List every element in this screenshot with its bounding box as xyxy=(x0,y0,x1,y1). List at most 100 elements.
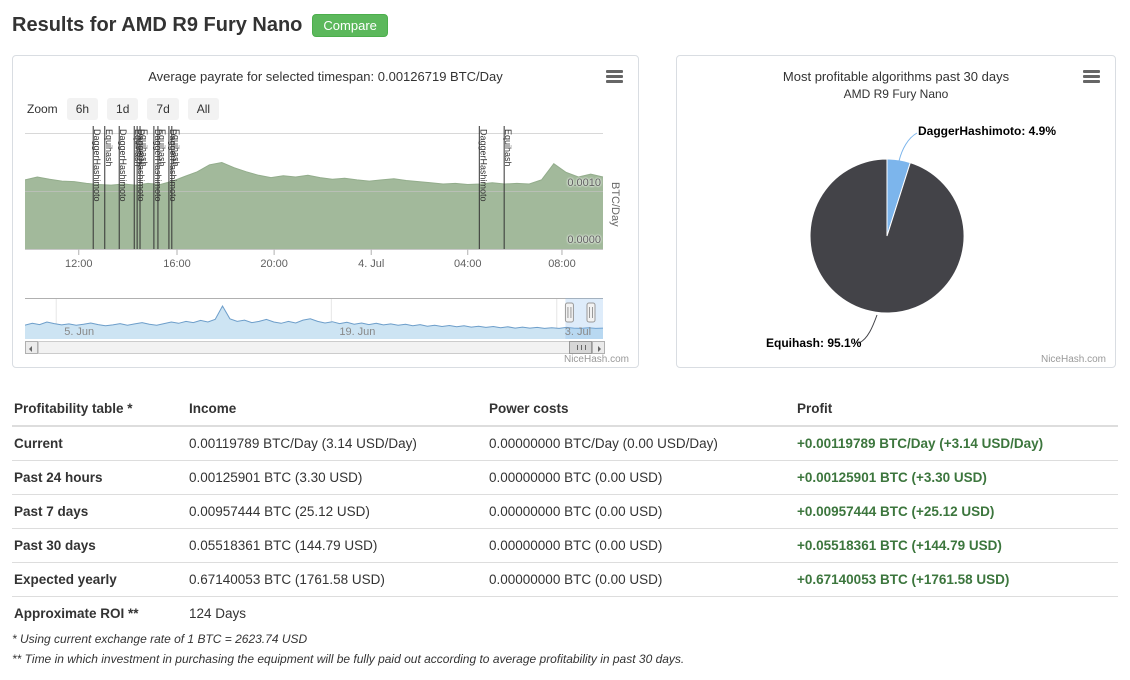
navigator-series-line xyxy=(25,304,604,329)
row-label: Current xyxy=(12,426,187,461)
plotline-label: DaggerHashimoto xyxy=(168,129,178,202)
navigator-handle-left[interactable] xyxy=(564,302,574,323)
pie-chart-title: Most profitable algorithms past 30 days xyxy=(782,69,1010,84)
power-costs-cell: 0.00000000 BTC (0.00 USD) xyxy=(487,528,795,563)
zoom-button-6h[interactable]: 6h xyxy=(66,98,99,120)
profit-cell: +0.00119789 BTC/Day (+3.14 USD/Day) xyxy=(795,426,1118,461)
navigator-axis-label: 3. Jul xyxy=(564,326,592,338)
row-label: Expected yearly xyxy=(12,562,187,597)
power-costs-cell: 0.00000000 BTC (0.00 USD) xyxy=(487,494,795,529)
y-axis-title: BTC/Day xyxy=(609,181,621,227)
payrate-chart-panel: Average payrate for selected timespan: 0… xyxy=(12,55,639,368)
plotline-label: DaggerHashimoto xyxy=(118,129,128,202)
profit-cell: +0.67140053 BTC (+1761.58 USD) xyxy=(795,562,1118,597)
income-cell: 0.67140053 BTC (1761.58 USD) xyxy=(187,562,487,597)
profit-cell: +0.00125901 BTC (+3.30 USD) xyxy=(795,460,1118,495)
income-cell: 0.00125901 BTC (3.30 USD) xyxy=(187,460,487,495)
zoom-buttons: 6h 1d 7d All xyxy=(66,98,220,120)
power-costs-cell: 0.00000000 BTC (0.00 USD) xyxy=(487,460,795,495)
scrollbar-thumb[interactable] xyxy=(569,341,592,354)
x-axis-label: 04:00 xyxy=(453,258,482,270)
profitability-table: Profitability table * Income Power costs Pr… xyxy=(12,392,1118,630)
algorithms-pie-chart[interactable] xyxy=(677,116,1115,366)
plotline-label: Equihash xyxy=(157,129,167,167)
row-label: Approximate ROI ** xyxy=(14,606,139,621)
x-axis-label: 12:00 xyxy=(64,258,93,270)
chart-menu-icon[interactable] xyxy=(606,70,623,83)
page-title: Results for AMD R9 Fury Nano xyxy=(12,14,303,36)
plotline-label: Equihash xyxy=(139,129,149,167)
zoom-button-7d[interactable]: 7d xyxy=(147,98,179,120)
footnote-roi: ** Time in which investment in purchasin… xyxy=(12,652,685,666)
plotline-label: Equihash xyxy=(104,129,114,167)
scrollbar-left-arrow[interactable] xyxy=(25,341,38,354)
payrate-chart-title: Average payrate for selected timespan: 0… xyxy=(148,69,503,84)
income-cell: 0.05518361 BTC (144.79 USD) xyxy=(187,528,487,563)
plotline-label: DaggerHashimoto xyxy=(478,129,488,202)
x-axis-label: 08:00 xyxy=(548,258,576,270)
chart-credits[interactable]: NiceHash.com xyxy=(563,354,629,365)
payrate-series-line xyxy=(25,161,604,186)
table-row: Approximate ROI ** 124 Days xyxy=(12,597,1118,631)
payrate-area-chart[interactable]: DaggerHashimoto Equihash DaggerHashimoto Eq… xyxy=(25,126,604,256)
profit-cell xyxy=(795,597,1118,631)
income-cell: 0.00119789 BTC/Day (3.14 USD/Day) xyxy=(187,426,487,461)
pie-chart-subtitle: AMD R9 Fury Nano xyxy=(843,87,949,101)
navigator-series-area xyxy=(25,306,603,339)
table-header-row: Profitability table * Income Power costs Pr… xyxy=(12,392,1118,427)
y-axis-tick-0010: 0.0010 xyxy=(567,177,601,189)
zoom-button-1d[interactable]: 1d xyxy=(107,98,139,120)
compare-button[interactable]: Compare xyxy=(312,14,388,37)
pie-datalabel-equihash: Equihash: 95.1% xyxy=(766,336,862,350)
table-header-income: Income xyxy=(187,392,487,427)
zoom-button-all[interactable]: All xyxy=(187,98,220,120)
power-costs-cell xyxy=(487,597,795,631)
plotline-label: Equihash xyxy=(171,129,181,167)
table-row: Past 30 days 0.05518361 BTC (144.79 USD) 0… xyxy=(12,528,1118,563)
income-cell: 124 Days xyxy=(189,606,247,621)
row-label: Past 7 days xyxy=(12,494,187,529)
power-costs-cell: 0.00000000 BTC (0.00 USD) xyxy=(487,562,795,597)
chart-credits[interactable]: NiceHash.com xyxy=(1040,354,1106,365)
chart-menu-icon[interactable] xyxy=(1083,70,1100,83)
pie-slice-equihash[interactable] xyxy=(809,158,965,314)
page-header: Results for AMD R9 Fury Nano Compare xyxy=(12,14,388,37)
pie-connector-daggerhashimoto xyxy=(898,132,918,162)
x-axis-label: 20:00 xyxy=(260,258,288,270)
zoom-label: Zoom xyxy=(27,102,58,116)
table-header-profit: Profit xyxy=(795,392,1118,427)
pie-connector-equihash xyxy=(858,314,878,344)
x-axis-label: 16:00 xyxy=(163,258,191,270)
algorithms-pie-panel: Most profitable algorithms past 30 days … xyxy=(676,55,1116,368)
chart-scrollbar xyxy=(25,341,605,354)
scrollbar-track[interactable] xyxy=(38,341,592,354)
payrate-series-area[interactable] xyxy=(25,162,603,250)
navigator-axis-label: 5. Jun xyxy=(64,326,95,338)
plotline-label: Equihash xyxy=(133,129,143,167)
navigator-chart[interactable] xyxy=(25,298,604,339)
table-header-power-costs: Power costs xyxy=(487,392,795,427)
income-cell: 0.00957444 BTC (25.12 USD) xyxy=(187,494,487,529)
table-row: Past 7 days 0.00957444 BTC (25.12 USD) 0.0… xyxy=(12,494,1118,529)
pie-datalabel-daggerhashimoto: DaggerHashimoto: 4.9% xyxy=(918,124,1057,138)
plotline-label: DaggerHashimoto xyxy=(136,129,146,202)
table-header-profitability-table-: Profitability table * xyxy=(12,392,187,427)
row-label: Past 30 days xyxy=(12,528,187,563)
power-costs-cell: 0.00000000 BTC/Day (0.00 USD/Day) xyxy=(487,426,795,461)
plotline-label: Equihash xyxy=(503,129,513,167)
y-axis-tick-0000: 0.0000 xyxy=(567,234,601,246)
table-row: Expected yearly 0.67140053 BTC (1761.58 U… xyxy=(12,562,1118,597)
profit-cell: +0.00957444 BTC (+25.12 USD) xyxy=(795,494,1118,529)
navigator-handle-right[interactable] xyxy=(586,302,596,323)
scrollbar-right-arrow[interactable] xyxy=(592,341,605,354)
zoom-range-selector: Zoom 6h 1d 7d All xyxy=(27,98,220,120)
plotline-label: DaggerHashimoto xyxy=(92,129,102,202)
row-label: Past 24 hours xyxy=(12,460,187,495)
navigator-axis-label: 19. Jun xyxy=(339,326,376,338)
profit-cell: +0.05518361 BTC (+144.79 USD) xyxy=(795,528,1118,563)
x-axis-label: 4. Jul xyxy=(358,258,385,270)
footnote-exchange-rate: * Using current exchange rate of 1 BTC =… xyxy=(12,632,308,646)
table-row: Past 24 hours 0.00125901 BTC (3.30 USD) 0.… xyxy=(12,460,1118,495)
table-row: Current 0.00119789 BTC/Day (3.14 USD/Day)… xyxy=(12,426,1118,461)
